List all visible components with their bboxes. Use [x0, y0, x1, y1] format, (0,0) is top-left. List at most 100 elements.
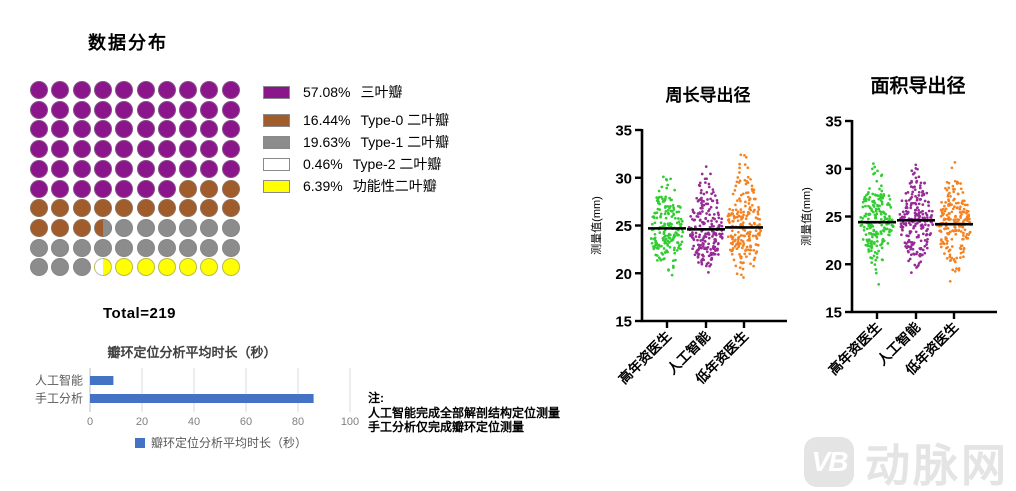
plot-title: 周长导出径	[666, 85, 751, 105]
waffle-cell	[157, 179, 176, 198]
y-axis-label: 测量值(mm)	[800, 187, 813, 246]
waffle-cell	[157, 100, 176, 119]
legend-label: 19.63% Type-1 二叶瓣	[303, 134, 450, 150]
waffle-cell	[221, 120, 240, 139]
y-tick-label: 30	[615, 170, 632, 187]
waffle-cell	[221, 238, 240, 257]
waffle-cell	[179, 199, 198, 218]
waffle-cell	[179, 218, 198, 237]
waffle-cell	[179, 120, 198, 139]
waffle-cell	[221, 100, 240, 119]
waffle-cell	[136, 199, 155, 218]
waffle-cell	[115, 258, 134, 277]
waffle-cell	[93, 218, 112, 237]
legend-swatch	[263, 113, 290, 127]
waffle-cell	[200, 179, 219, 198]
legend-item: 57.08% 三叶瓣	[263, 84, 402, 100]
waffle-cell	[115, 140, 134, 159]
waffle-cell	[93, 81, 112, 99]
waffle-cell	[179, 100, 198, 119]
waffle-cell	[93, 179, 112, 198]
bar-chart: 瓣环定位分析平均时长（秒） 0 20 40 60 80 100 人工智能 手工分析 瓣环定位分析平…	[10, 338, 380, 468]
y-tick-label: 15	[825, 305, 842, 322]
waffle-cell	[157, 120, 176, 139]
waffle-cell	[179, 140, 198, 159]
waffle-cell	[93, 199, 112, 218]
vb-logo-text: VB	[811, 445, 849, 477]
waffle-cell	[115, 159, 134, 178]
waffle-cell	[221, 140, 240, 159]
dot-group-1	[687, 165, 724, 274]
waffle-cell	[221, 81, 240, 99]
x-tick-label: 80	[292, 416, 304, 428]
dot-group-2	[935, 161, 973, 283]
waffle-cell	[51, 179, 70, 198]
legend-swatch	[263, 157, 290, 171]
waffle-cell	[51, 218, 70, 237]
note-line-2: 人工智能完成全部解剖结构定位测量	[368, 405, 561, 420]
note-block: 注: 人工智能完成全部解剖结构定位测量 手工分析仅完成瓣环定位测量	[368, 391, 560, 435]
jitter-plot-perimeter: 周长导出径 测量值(mm) 15 20 25 30 35 高年资医生 人工智能 低年资医生	[580, 77, 810, 422]
dot-group-1	[898, 163, 935, 274]
waffle-cell	[221, 258, 240, 277]
y-axis-label: 测量值(mm)	[590, 196, 603, 255]
category-label: 人工智能	[35, 373, 83, 388]
waffle-cell	[93, 238, 112, 257]
waffle-cell	[30, 238, 48, 257]
waffle-chart-title: 数据分布	[88, 33, 168, 53]
waffle-cell	[72, 179, 91, 198]
waffle-cell	[115, 81, 134, 99]
y-tick-label: 15	[615, 314, 632, 331]
waffle-cell	[51, 140, 70, 159]
waffle-cell	[200, 120, 219, 139]
waffle-cell	[30, 199, 48, 218]
waffle-cell	[136, 140, 155, 159]
dot-group-0	[859, 162, 895, 286]
waffle-cell	[93, 159, 112, 178]
waffle-cell	[136, 81, 155, 99]
waffle-cell	[157, 159, 176, 178]
y-tick-label: 20	[615, 266, 632, 283]
legend-swatch	[263, 179, 290, 193]
bar-chart-svg: 瓣环定位分析平均时长（秒）0 20 40 60 80 100人工智能手工分析瓣环定位分析平…	[35, 345, 359, 450]
waffle-cell	[136, 218, 155, 237]
waffle-cell	[51, 159, 70, 178]
waffle-cell	[93, 258, 112, 277]
waffle-cell	[30, 159, 48, 178]
legend-item: 0.46% Type-2 二叶瓣	[263, 156, 441, 172]
waffle-cell	[72, 199, 91, 218]
bar-chart-title: 瓣环定位分析平均时长（秒）	[107, 345, 276, 360]
waffle-cell	[221, 159, 240, 178]
waffle-cell	[115, 199, 134, 218]
waffle-cell	[157, 140, 176, 159]
jitter-plot-area: 面积导出径 测量值(mm) 15 20 25 30 35 高年资医生 人工智能 低年资医生	[790, 68, 1016, 413]
waffle-cell	[30, 258, 48, 277]
bar	[90, 376, 114, 385]
waffle-cell	[157, 81, 176, 99]
watermark-brand: 动脉网	[865, 440, 1010, 491]
waffle-cell	[136, 159, 155, 178]
waffle-cell	[115, 218, 134, 237]
legend-item: 6.39% 功能性二叶瓣	[263, 178, 437, 194]
waffle-cell	[72, 218, 91, 237]
waffle-cell	[136, 120, 155, 139]
x-tick-label: 0	[87, 416, 93, 428]
y-tick-label: 20	[825, 257, 842, 274]
waffle-cell	[30, 140, 48, 159]
group-label: 高年资医生	[825, 318, 884, 377]
y-tick-label: 35	[615, 123, 632, 140]
y-tick-label: 25	[825, 209, 842, 226]
waffle-cell	[72, 258, 91, 277]
waffle-cell	[200, 258, 219, 277]
watermark: VB 动脉网	[804, 429, 1009, 491]
waffle-cell	[157, 218, 176, 237]
waffle-cell	[93, 100, 112, 119]
waffle-cell	[115, 100, 134, 119]
waffle-cell	[30, 100, 48, 119]
group-label: 高年资医生	[615, 327, 674, 386]
plot-title: 面积导出径	[870, 74, 965, 97]
x-tick-label: 20	[136, 416, 148, 428]
waffle-chart	[30, 81, 246, 281]
legend-item: 16.44% Type-0 二叶瓣	[263, 112, 449, 128]
